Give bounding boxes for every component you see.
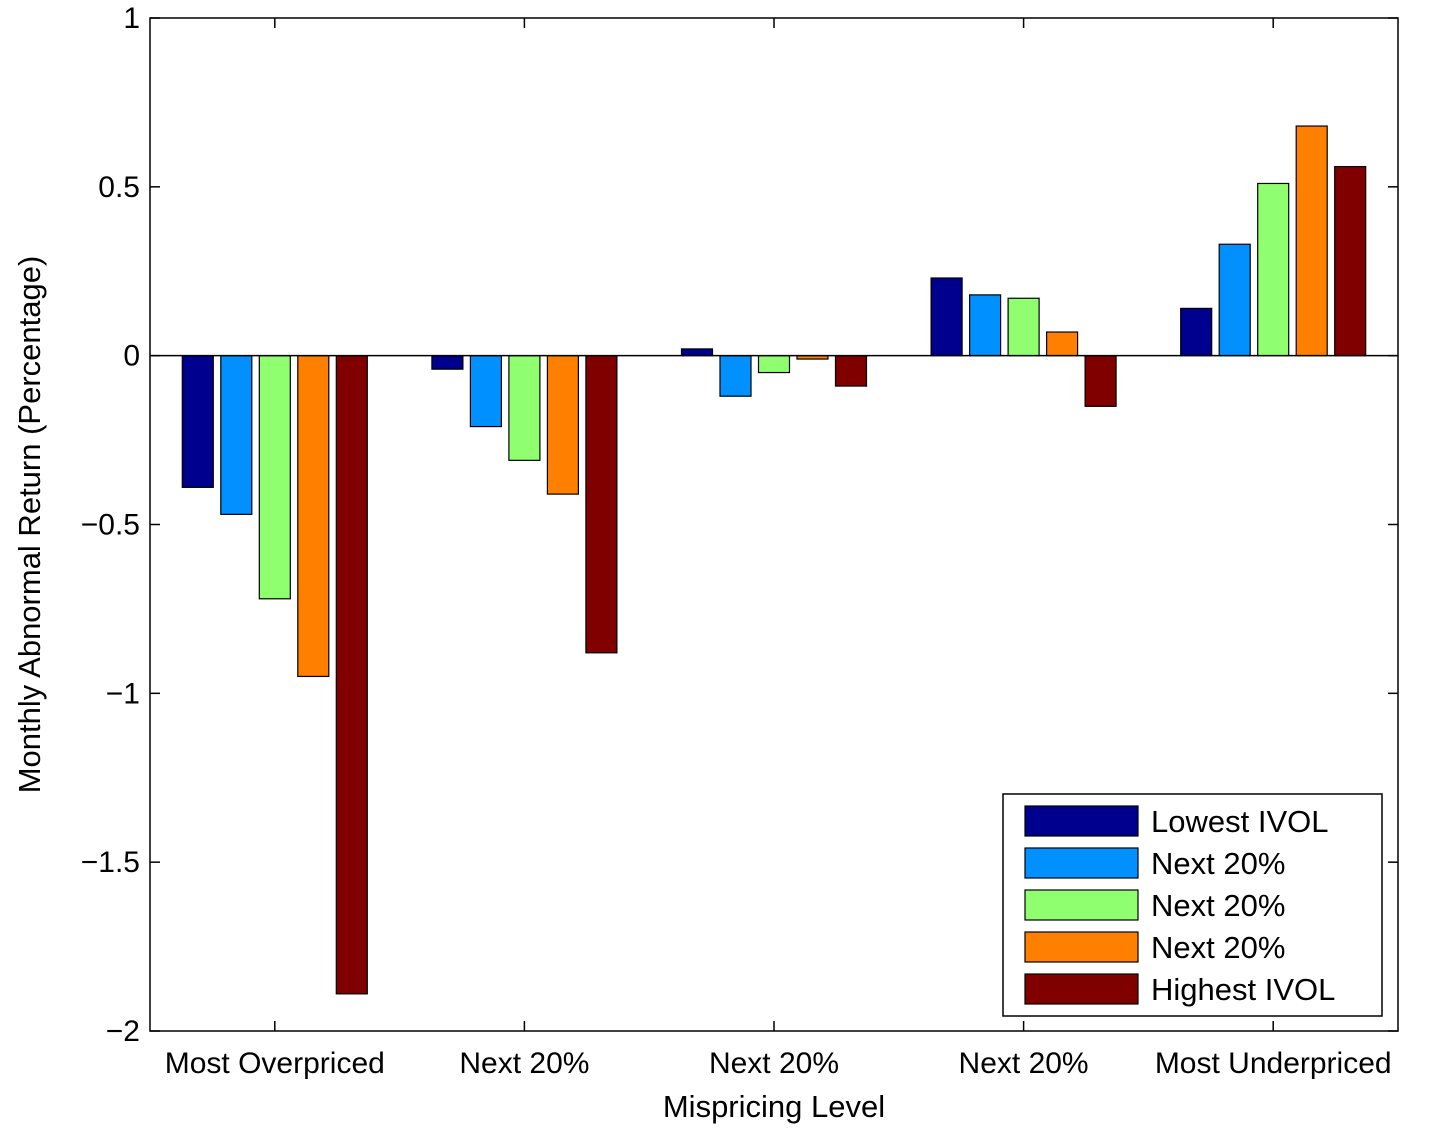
bar-series-3-category-3 — [757, 355, 791, 374]
bar-series-4-category-2 — [546, 355, 580, 495]
bar-series-3-category-2 — [508, 355, 541, 461]
legend-label: Next 20% — [1151, 930, 1285, 965]
legend-swatch — [1024, 847, 1139, 879]
bar-series-2-category-3 — [719, 355, 752, 397]
bar-series-2-category-4 — [968, 294, 1002, 357]
bar-series-1-category-4 — [930, 277, 963, 357]
legend-label: Lowest IVOL — [1151, 804, 1328, 839]
y-tick-label: 0 — [123, 340, 140, 373]
bar-series-1-category-1 — [181, 355, 214, 488]
y-tick-label: −2 — [106, 1015, 140, 1048]
bar-series-1-category-2 — [431, 355, 464, 370]
legend-label: Next 20% — [1151, 888, 1285, 923]
bar-series-5-category-4 — [1084, 355, 1117, 407]
legend-label: Next 20% — [1151, 846, 1285, 881]
bar-series-3-category-4 — [1007, 297, 1040, 357]
legend-label: Highest IVOL — [1151, 972, 1335, 1007]
legend-swatch — [1024, 889, 1139, 921]
bar-series-2-category-2 — [469, 355, 502, 428]
y-tick-label: −1 — [106, 677, 140, 710]
bar-series-3-category-1 — [258, 355, 291, 600]
x-axis-tick-labels: Most Overpriced Next 20% Next 20% Next 20% M… — [165, 1047, 1392, 1080]
bar-series-4-category-4 — [1045, 331, 1079, 357]
y-tick-label: −1.5 — [81, 846, 140, 879]
x-tick-label: Most Overpriced — [165, 1047, 385, 1080]
legend: Lowest IVOL Next 20% Next 20% Next 20% Highe… — [1002, 793, 1383, 1017]
bar-series-1-category-5 — [1180, 307, 1213, 357]
y-axis-tick-labels: 1 0.5 0 −0.5 −1 −1.5 −2 — [81, 2, 140, 1048]
bars-layer — [181, 125, 1367, 995]
bar-series-4-category-1 — [297, 355, 330, 678]
x-tick-label: Most Underpriced — [1155, 1047, 1392, 1080]
bar-series-4-category-5 — [1295, 125, 1328, 357]
bar-series-2-category-1 — [220, 355, 253, 515]
x-tick-label: Next 20% — [709, 1047, 839, 1080]
x-tick-label: Next 20% — [959, 1047, 1089, 1080]
legend-swatch — [1024, 973, 1139, 1005]
bar-series-2-category-5 — [1218, 243, 1251, 357]
x-axis-label: Mispricing Level — [663, 1089, 885, 1124]
y-tick-label: 0.5 — [98, 171, 140, 204]
bar-series-3-category-5 — [1257, 182, 1290, 357]
bar-series-5-category-1 — [335, 355, 368, 995]
bar-series-5-category-2 — [585, 355, 618, 654]
x-tick-label: Next 20% — [459, 1047, 589, 1080]
bar-series-5-category-5 — [1334, 165, 1367, 357]
legend-swatch — [1024, 805, 1139, 837]
y-tick-label: 1 — [123, 2, 140, 35]
bar-series-5-category-3 — [834, 355, 868, 387]
y-tick-label: −0.5 — [81, 509, 140, 542]
bar-series-1-category-3 — [680, 348, 714, 357]
axis-ticks — [150, 17, 1398, 1032]
y-axis-label: Monthly Abnormal Return (Percentage) — [12, 256, 47, 794]
legend-swatch — [1024, 931, 1139, 963]
